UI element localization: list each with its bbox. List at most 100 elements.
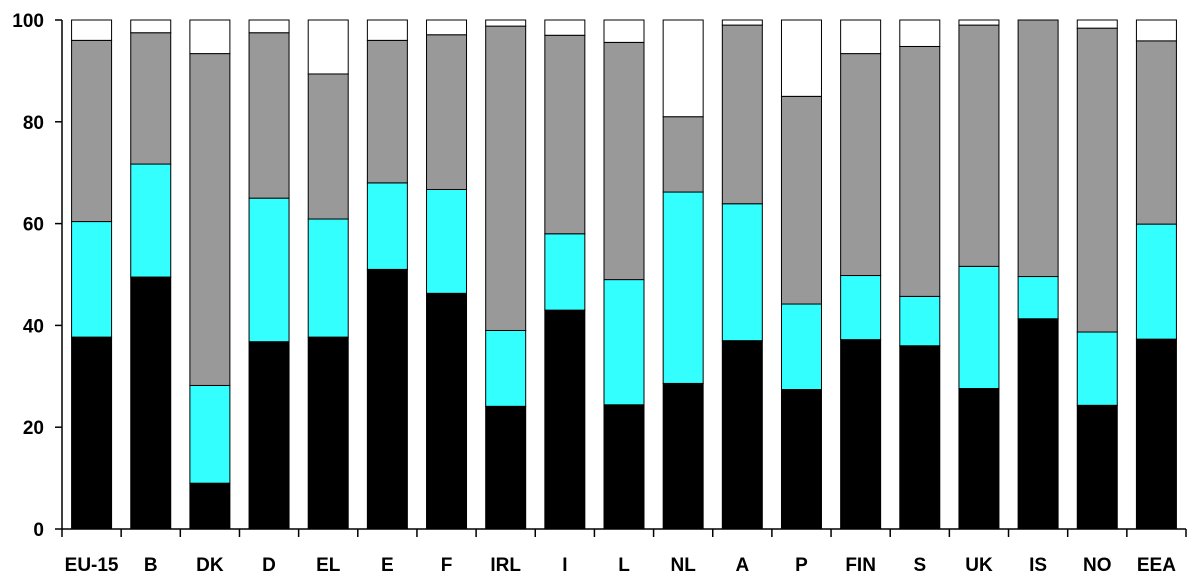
bar-segment (958, 24, 1000, 267)
bar-segment (662, 191, 704, 384)
bar-segment (1076, 331, 1118, 406)
bar-segment (130, 276, 172, 530)
bar-segment (130, 163, 172, 278)
x-tick-label: EL (316, 555, 341, 575)
y-tick-label: 20 (23, 418, 44, 439)
x-tick-label: B (144, 555, 158, 575)
bar-group (1076, 19, 1118, 530)
x-tick-label: EEA (1137, 555, 1176, 575)
bar-group (71, 19, 113, 530)
bar-remainder (544, 19, 586, 36)
bar-segment (248, 341, 290, 530)
bar-group (485, 19, 527, 530)
y-tick-labels: 0 20 40 60 80 100 (12, 11, 44, 541)
bar-remainder (189, 19, 231, 55)
bar-group (189, 19, 231, 530)
bar-segment (426, 188, 468, 294)
bar-segment (426, 292, 468, 530)
bar-group (958, 19, 1000, 530)
x-tick-labels: EU-15 B DK D EL E F IRL I L NL A P FIN S UK IS NO EEA (65, 555, 1177, 575)
bar-segment (366, 268, 408, 530)
bar-segment (662, 116, 704, 193)
bar-group (1017, 19, 1059, 530)
bar-segment (1017, 276, 1059, 320)
bar-segment (721, 24, 763, 205)
bar-group (662, 19, 704, 530)
bar-remainder (1135, 19, 1177, 42)
bar-group (780, 19, 822, 530)
bar-segment (1017, 19, 1059, 278)
bar-remainder (603, 19, 645, 43)
bar-remainder (248, 19, 290, 34)
bar-remainder (130, 19, 172, 34)
bar-segment (426, 34, 468, 190)
bar-segment (544, 34, 586, 235)
bars-layer (71, 19, 1177, 530)
x-tick-label: EU-15 (65, 555, 119, 575)
bar-group (130, 19, 172, 530)
bar-remainder (662, 19, 704, 118)
bar-group (544, 19, 586, 530)
bar-segment (899, 345, 941, 530)
bar-group (248, 19, 290, 530)
y-tick-label: 40 (23, 316, 44, 337)
x-tick-label: FIN (845, 555, 876, 575)
x-tick-label: IRL (490, 555, 521, 575)
bar-group (1135, 19, 1177, 530)
bar-segment (485, 329, 527, 407)
bar-segment (958, 265, 1000, 390)
bar-segment (189, 482, 231, 530)
bar-segment (840, 275, 882, 341)
bar-remainder (426, 19, 468, 36)
bar-group (426, 19, 468, 530)
x-tick-label: IS (1029, 555, 1047, 575)
x-tick-label: F (441, 555, 453, 575)
bar-segment (721, 203, 763, 342)
x-tick-label: A (735, 555, 749, 575)
bar-remainder (71, 19, 113, 41)
y-tick-label: 80 (23, 113, 44, 134)
x-tick-label: NO (1083, 555, 1112, 575)
bar-segment (603, 404, 645, 530)
bar-segment (840, 53, 882, 277)
x-tick-label: D (262, 555, 276, 575)
bar-remainder (721, 19, 763, 26)
bar-segment (899, 295, 941, 347)
bar-segment (485, 25, 527, 331)
bar-segment (603, 41, 645, 281)
bar-group (899, 19, 941, 530)
y-tick-label: 0 (33, 520, 44, 541)
bar-remainder (1076, 19, 1118, 29)
bar-segment (307, 218, 349, 338)
bar-segment (544, 233, 586, 311)
bar-segment (130, 32, 172, 165)
bar-remainder (780, 19, 822, 97)
axes-layer (55, 19, 1187, 537)
bar-segment (780, 303, 822, 391)
bar-segment (780, 389, 822, 530)
y-tick-label: 100 (12, 11, 44, 32)
bar-remainder (840, 19, 882, 55)
bar-remainder (899, 19, 941, 47)
bar-segment (840, 339, 882, 530)
bar-segment (1017, 318, 1059, 530)
bar-segment (1076, 27, 1118, 333)
bar-segment (71, 221, 113, 338)
x-tick-label: S (913, 555, 926, 575)
bar-remainder (485, 19, 527, 27)
x-tick-label: DK (196, 555, 224, 575)
bar-segment (544, 309, 586, 530)
x-tick-label: E (381, 555, 394, 575)
bar-segment (780, 95, 822, 305)
bar-segment (662, 382, 704, 530)
bar-segment (958, 388, 1000, 530)
bar-segment (1135, 40, 1177, 225)
bar-segment (1135, 223, 1177, 340)
bar-remainder (366, 19, 408, 41)
x-tick-label: P (795, 555, 808, 575)
bar-group (840, 19, 882, 530)
bar-segment (71, 336, 113, 530)
bar-segment (248, 197, 290, 343)
bar-segment (366, 182, 408, 270)
